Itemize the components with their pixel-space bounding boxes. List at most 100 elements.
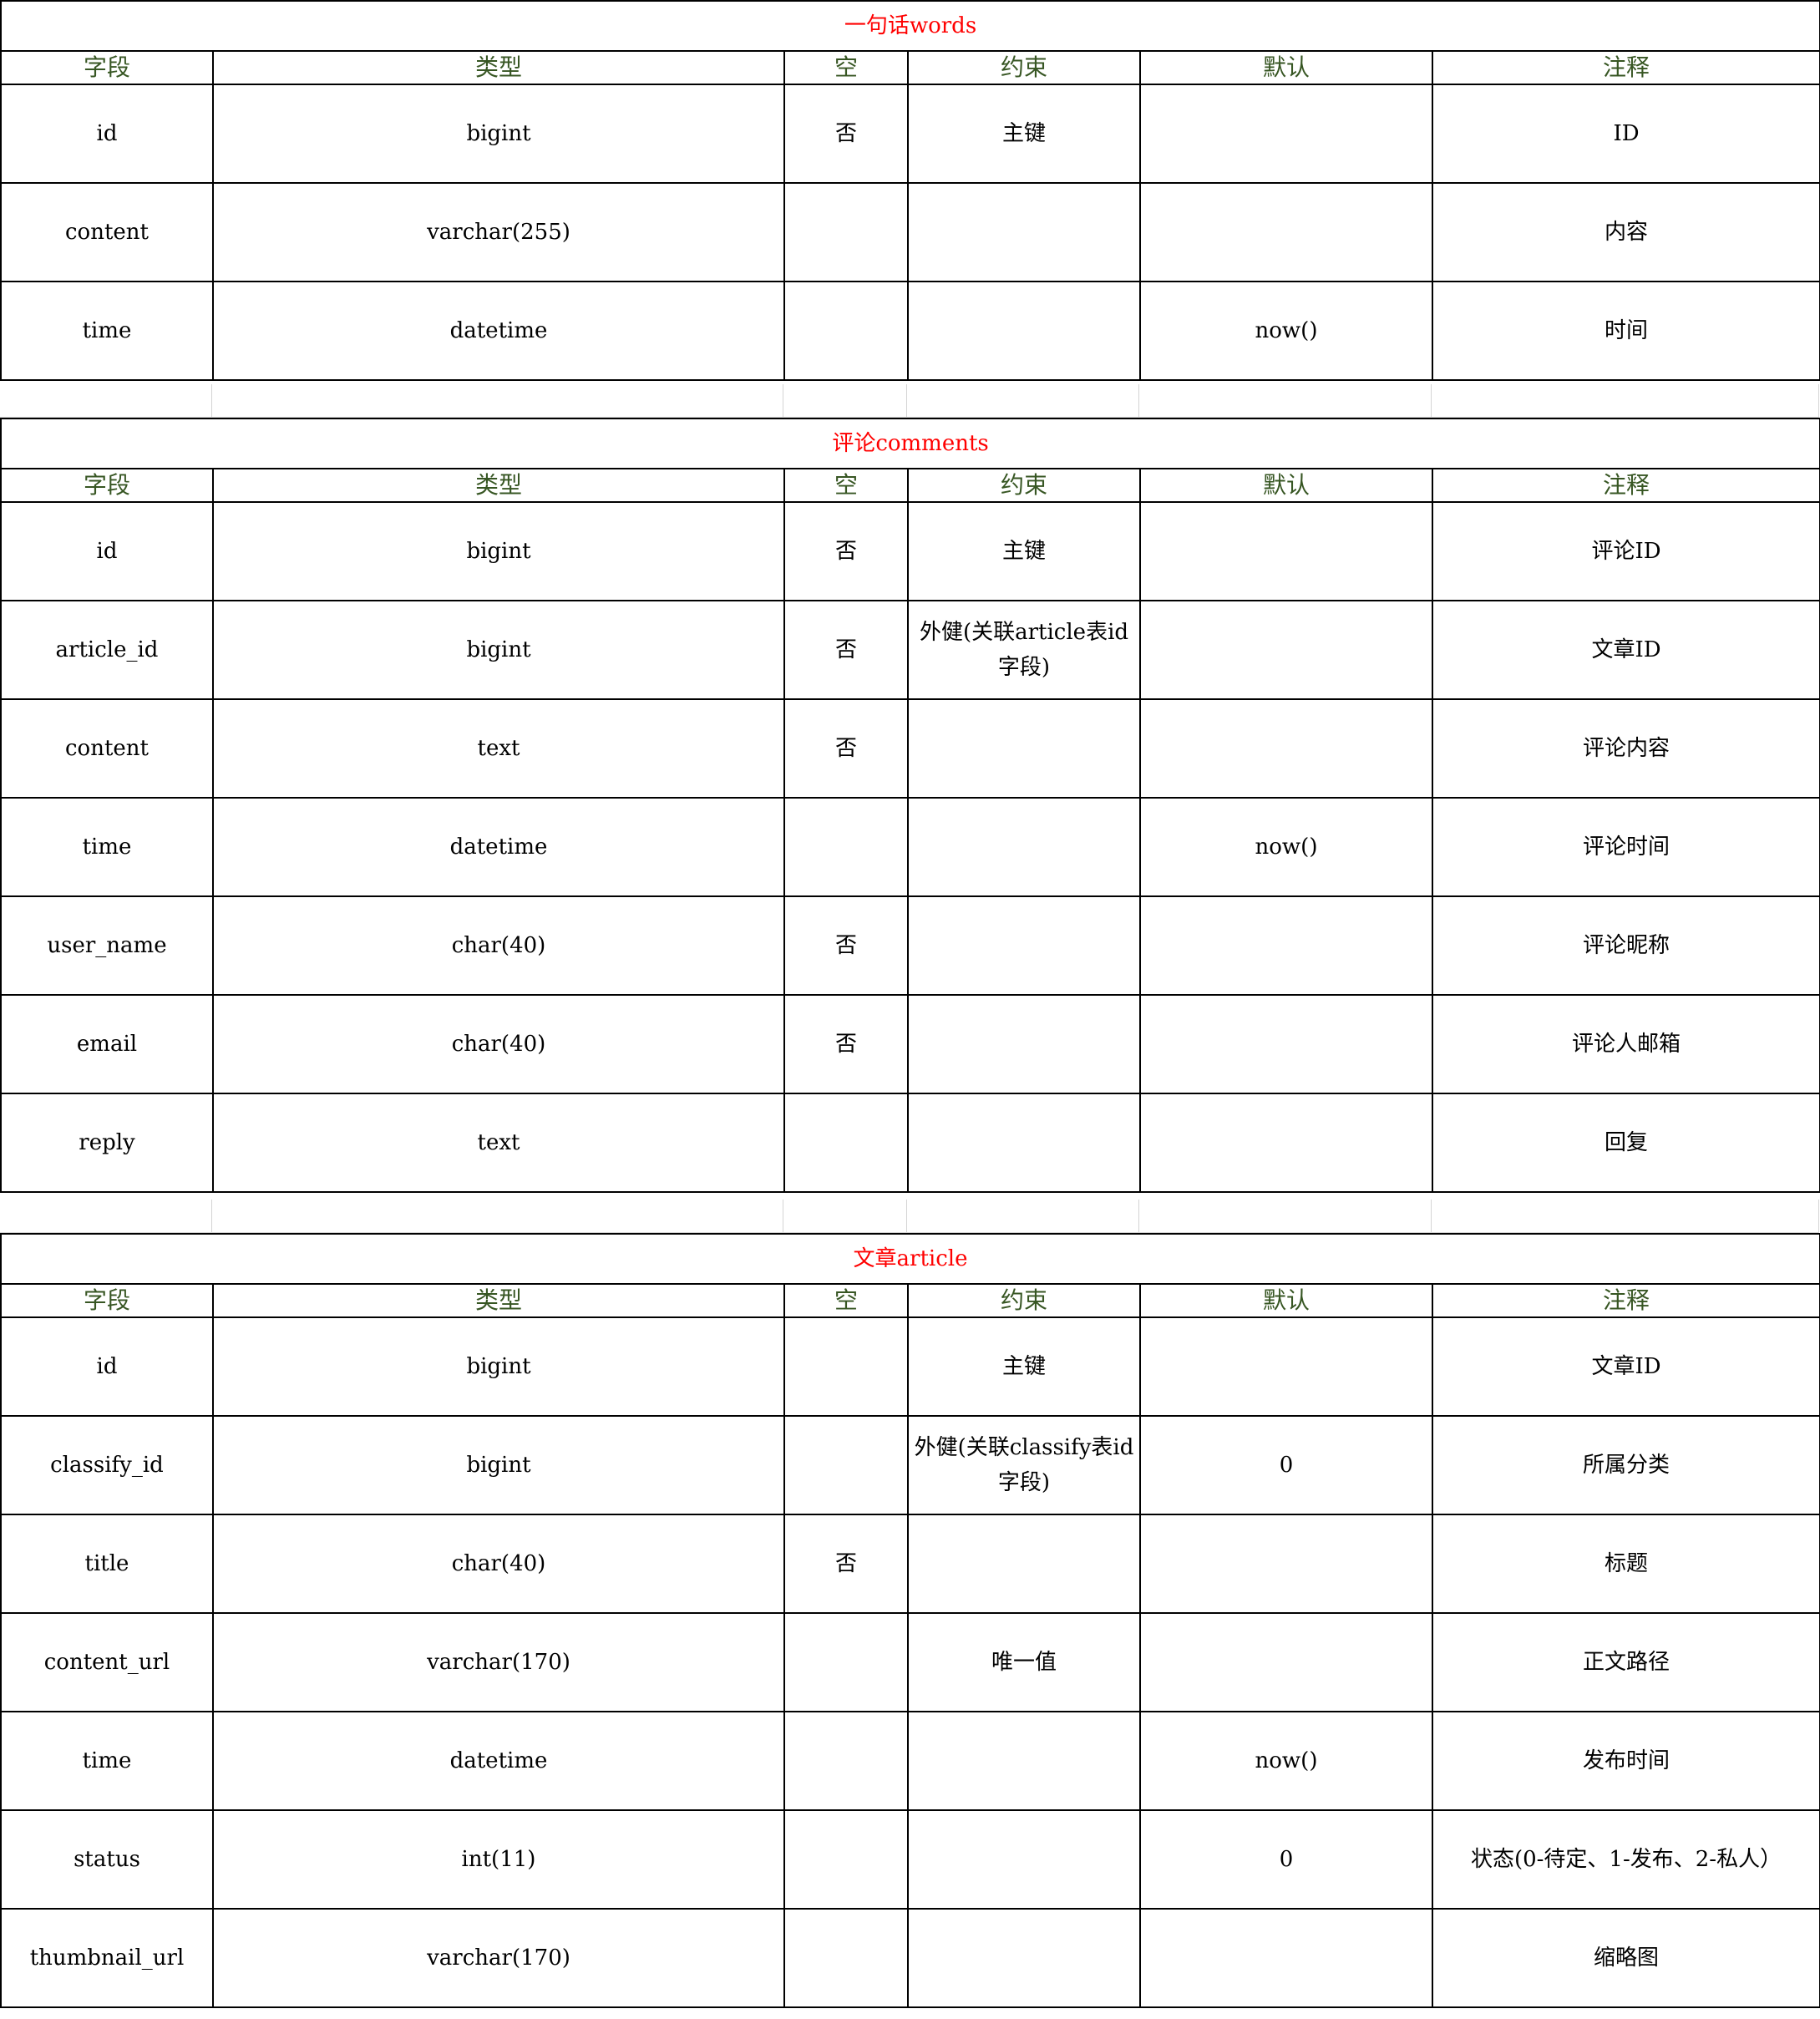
cell-field[interactable]: status	[0, 1809, 214, 1910]
empty-cell[interactable]	[212, 384, 783, 418]
cell-field[interactable]: id	[0, 501, 214, 601]
cell-null[interactable]: 否	[783, 1514, 909, 1614]
cell-comment[interactable]: 内容	[1431, 182, 1820, 282]
cell-constraint[interactable]: 外健(关联classify表id字段)	[907, 1415, 1141, 1515]
cell-comment[interactable]: 发布时间	[1431, 1711, 1820, 1811]
cell-type[interactable]: datetime	[212, 281, 785, 381]
empty-cell[interactable]	[1432, 384, 1819, 418]
cell-type[interactable]: int(11)	[212, 1809, 785, 1910]
cell-comment[interactable]: 评论时间	[1431, 797, 1820, 897]
cell-default[interactable]	[1139, 84, 1433, 184]
cell-field[interactable]: reply	[0, 1093, 214, 1193]
cell-null[interactable]	[783, 182, 909, 282]
cell-default[interactable]: 0	[1139, 1809, 1433, 1910]
cell-default[interactable]: 0	[1139, 1415, 1433, 1515]
cell-comment[interactable]: 所属分类	[1431, 1415, 1820, 1515]
cell-type[interactable]: bigint	[212, 84, 785, 184]
cell-null[interactable]: 否	[783, 501, 909, 601]
cell-comment[interactable]: 评论ID	[1431, 501, 1820, 601]
cell-comment[interactable]: 时间	[1431, 281, 1820, 381]
cell-null[interactable]	[783, 797, 909, 897]
cell-constraint[interactable]	[907, 1514, 1141, 1614]
empty-cell[interactable]	[907, 384, 1139, 418]
cell-default[interactable]	[1139, 1093, 1433, 1193]
cell-field[interactable]: id	[0, 1316, 214, 1417]
cell-default[interactable]: now()	[1139, 281, 1433, 381]
cell-constraint[interactable]	[907, 1908, 1141, 2008]
cell-type[interactable]: bigint	[212, 1415, 785, 1515]
cell-constraint[interactable]	[907, 182, 1141, 282]
cell-constraint[interactable]: 主键	[907, 1316, 1141, 1417]
cell-null[interactable]	[783, 1415, 909, 1515]
empty-cell[interactable]	[0, 1200, 212, 1233]
cell-null[interactable]	[783, 1809, 909, 1910]
cell-field[interactable]: id	[0, 84, 214, 184]
cell-constraint[interactable]	[907, 1093, 1141, 1193]
cell-comment[interactable]: 正文路径	[1431, 1612, 1820, 1712]
cell-comment[interactable]: 状态(0-待定、1-发布、2-私人）	[1431, 1809, 1820, 1910]
empty-sheet-row[interactable]	[0, 384, 1819, 418]
empty-cell[interactable]	[1139, 384, 1432, 418]
cell-constraint[interactable]	[907, 281, 1141, 381]
empty-cell[interactable]	[212, 1200, 783, 1233]
empty-cell[interactable]	[1139, 1200, 1432, 1233]
cell-comment[interactable]: 缩略图	[1431, 1908, 1820, 2008]
cell-default[interactable]	[1139, 994, 1433, 1094]
cell-null[interactable]	[783, 1711, 909, 1811]
empty-cell[interactable]	[907, 1200, 1139, 1233]
cell-type[interactable]: datetime	[212, 797, 785, 897]
cell-type[interactable]: char(40)	[212, 994, 785, 1094]
cell-constraint[interactable]	[907, 994, 1141, 1094]
cell-constraint[interactable]	[907, 797, 1141, 897]
cell-default[interactable]	[1139, 1908, 1433, 2008]
cell-constraint[interactable]: 主键	[907, 84, 1141, 184]
cell-null[interactable]: 否	[783, 84, 909, 184]
cell-default[interactable]: now()	[1139, 797, 1433, 897]
cell-type[interactable]: datetime	[212, 1711, 785, 1811]
cell-null[interactable]	[783, 281, 909, 381]
cell-default[interactable]	[1139, 1612, 1433, 1712]
cell-type[interactable]: bigint	[212, 1316, 785, 1417]
cell-type[interactable]: varchar(170)	[212, 1908, 785, 2008]
cell-comment[interactable]: 标题	[1431, 1514, 1820, 1614]
cell-field[interactable]: user_name	[0, 895, 214, 996]
cell-null[interactable]: 否	[783, 600, 909, 700]
cell-constraint[interactable]: 唯一值	[907, 1612, 1141, 1712]
cell-default[interactable]	[1139, 501, 1433, 601]
cell-type[interactable]: char(40)	[212, 895, 785, 996]
cell-constraint[interactable]: 主键	[907, 501, 1141, 601]
cell-field[interactable]: thumbnail_url	[0, 1908, 214, 2008]
empty-cell[interactable]	[0, 384, 212, 418]
cell-constraint[interactable]	[907, 895, 1141, 996]
cell-field[interactable]: email	[0, 994, 214, 1094]
cell-null[interactable]: 否	[783, 698, 909, 799]
cell-comment[interactable]: 文章ID	[1431, 1316, 1820, 1417]
cell-field[interactable]: classify_id	[0, 1415, 214, 1515]
cell-type[interactable]: bigint	[212, 600, 785, 700]
cell-field[interactable]: content	[0, 698, 214, 799]
cell-type[interactable]: text	[212, 1093, 785, 1193]
cell-field[interactable]: time	[0, 281, 214, 381]
cell-null[interactable]	[783, 1908, 909, 2008]
cell-comment[interactable]: ID	[1431, 84, 1820, 184]
cell-type[interactable]: varchar(255)	[212, 182, 785, 282]
cell-null[interactable]: 否	[783, 895, 909, 996]
cell-null[interactable]	[783, 1612, 909, 1712]
cell-default[interactable]	[1139, 1316, 1433, 1417]
cell-default[interactable]	[1139, 600, 1433, 700]
cell-comment[interactable]: 回复	[1431, 1093, 1820, 1193]
cell-comment[interactable]: 文章ID	[1431, 600, 1820, 700]
cell-null[interactable]	[783, 1093, 909, 1193]
cell-type[interactable]: text	[212, 698, 785, 799]
cell-constraint[interactable]	[907, 1809, 1141, 1910]
empty-cell[interactable]	[783, 1200, 907, 1233]
cell-default[interactable]: now()	[1139, 1711, 1433, 1811]
empty-cell[interactable]	[1432, 1200, 1819, 1233]
cell-field[interactable]: article_id	[0, 600, 214, 700]
cell-constraint[interactable]	[907, 698, 1141, 799]
cell-comment[interactable]: 评论内容	[1431, 698, 1820, 799]
cell-constraint[interactable]: 外健(关联article表id字段)	[907, 600, 1141, 700]
empty-cell[interactable]	[783, 384, 907, 418]
cell-field[interactable]: time	[0, 1711, 214, 1811]
cell-type[interactable]: char(40)	[212, 1514, 785, 1614]
